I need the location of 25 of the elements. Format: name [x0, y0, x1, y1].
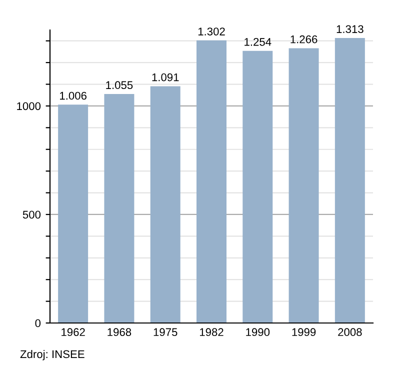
bar	[242, 50, 273, 323]
data-label: 1.302	[198, 28, 225, 36]
data-label: 1.313	[336, 25, 364, 34]
data-label: 1.091	[152, 73, 179, 82]
bar	[334, 38, 365, 323]
x-tick-label: 1968	[108, 328, 132, 336]
y-tick-label: 1000	[17, 102, 41, 110]
data-label: 1.006	[60, 92, 86, 100]
x-tick-label: 1990	[246, 328, 270, 336]
x-tick-label: 1982	[200, 328, 224, 336]
x-tick-label: 2008	[338, 328, 362, 336]
text: Zdroj: INSEE	[20, 350, 84, 360]
bar	[288, 48, 319, 323]
x-tick-label: 1962	[62, 328, 85, 336]
bar	[196, 40, 226, 323]
bar	[104, 94, 134, 323]
data-label: 1.266	[290, 35, 318, 44]
data-label: 1.254	[244, 38, 272, 46]
y-tick-label: 0	[35, 319, 41, 328]
bar	[58, 104, 88, 323]
data-label: 1.055	[106, 81, 133, 90]
y-tick-label: 500	[22, 210, 41, 219]
bar	[150, 86, 180, 323]
x-tick-label: 1999	[292, 328, 316, 336]
x-tick-label: 1975	[154, 328, 178, 336]
